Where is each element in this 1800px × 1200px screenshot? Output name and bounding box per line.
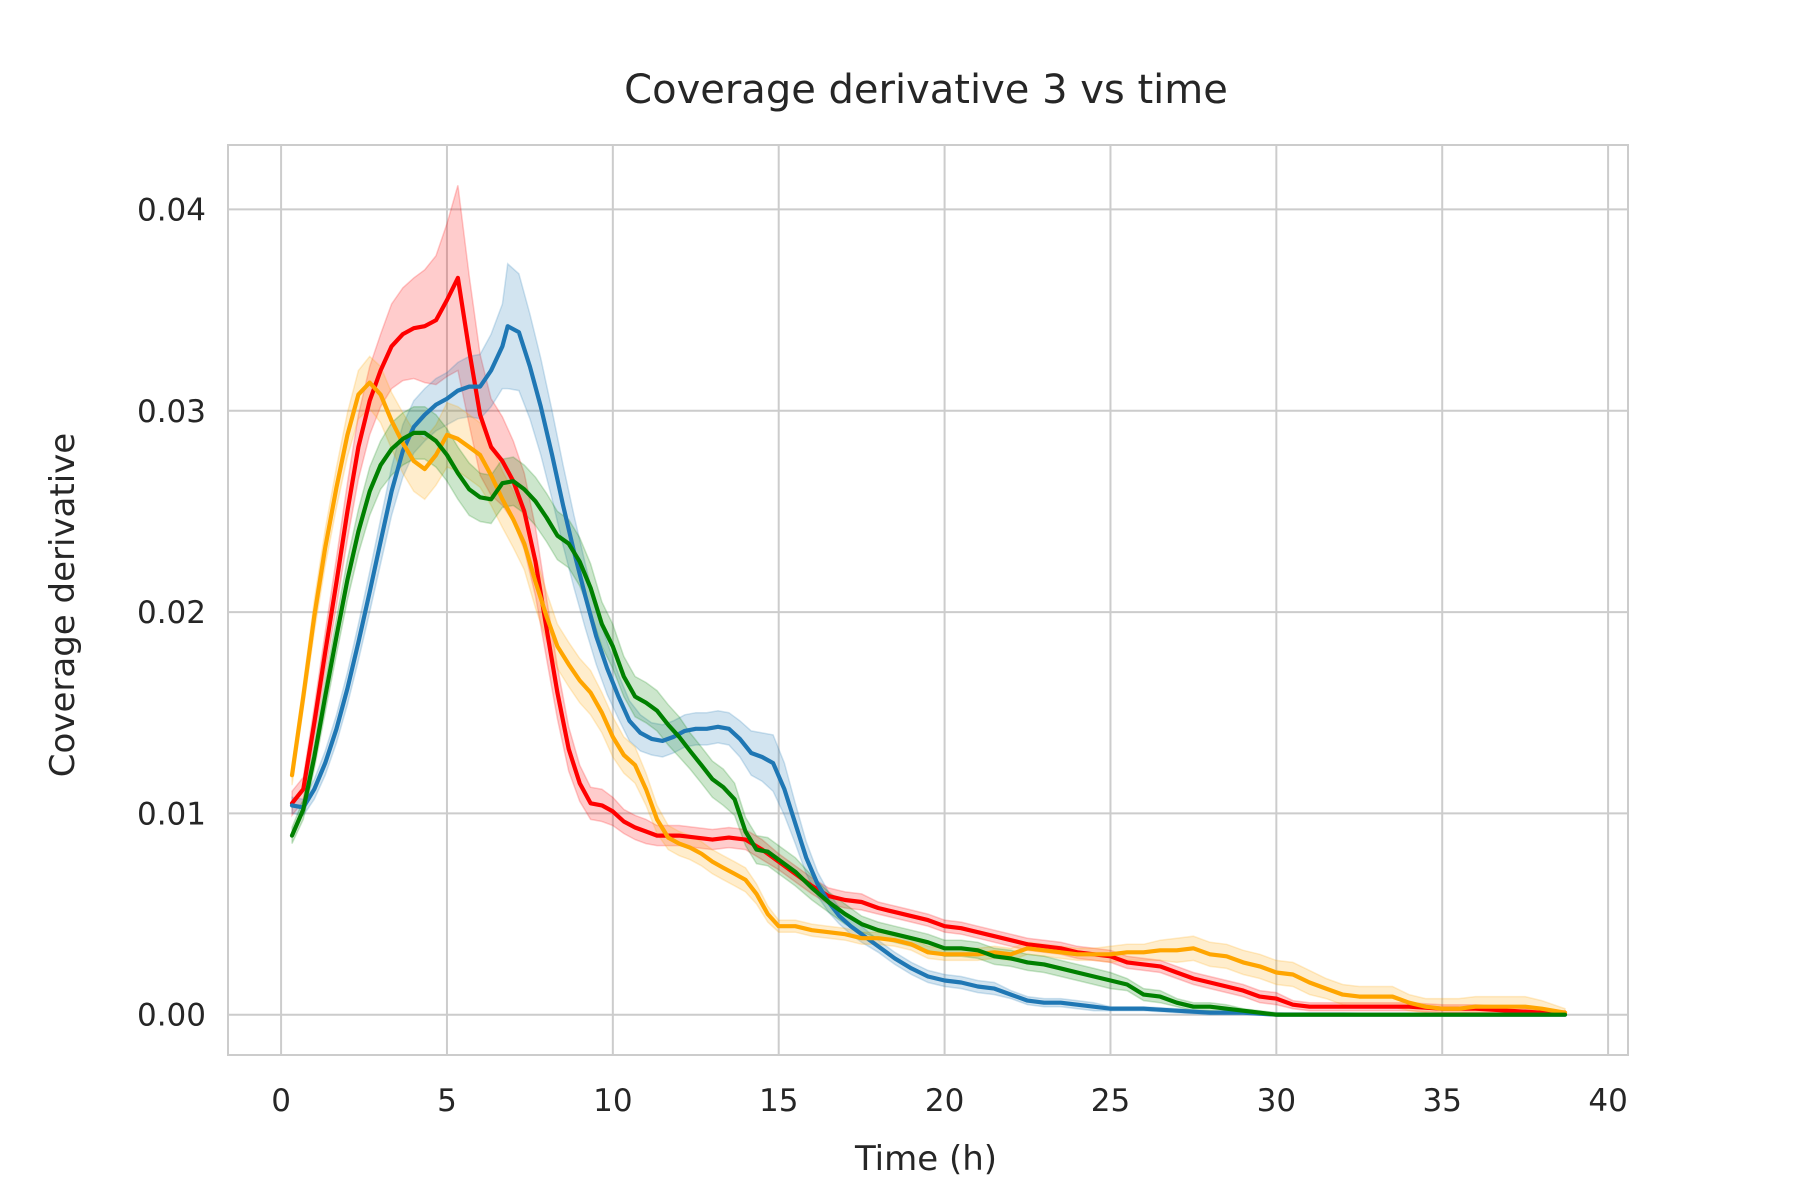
y-tick-label: 0.01 — [137, 796, 206, 832]
series-2-band — [291, 262, 1565, 1016]
y-tick-label: 0.03 — [137, 394, 206, 430]
x-axis-label: Time (h) — [854, 1139, 997, 1179]
y-axis-label: Coverage derivative — [43, 433, 83, 777]
grid — [228, 145, 1628, 1055]
y-axis-ticks: 0.00 0.01 0.02 0.03 0.04 — [137, 192, 206, 1033]
x-axis-ticks: 0 5 10 15 20 25 30 35 40 — [271, 1083, 1628, 1119]
x-tick-label: 10 — [593, 1083, 632, 1119]
x-tick-label: 15 — [759, 1083, 798, 1119]
plot-frame — [227, 144, 1629, 1056]
series-3-line — [289, 380, 1568, 1015]
series-lines — [289, 275, 1568, 1017]
y-tick-label: 0.00 — [137, 998, 206, 1034]
x-tick-label: 35 — [1422, 1083, 1461, 1119]
x-tick-label: 5 — [437, 1083, 457, 1119]
series-4-line — [289, 430, 1568, 1017]
y-tick-label: 0.02 — [137, 595, 206, 631]
series-1-band — [291, 185, 1566, 1016]
x-tick-label: 40 — [1588, 1083, 1627, 1119]
chart-title: Coverage derivative 3 vs time — [624, 67, 1228, 113]
series-2-line — [289, 324, 1568, 1017]
y-tick-label: 0.04 — [137, 192, 206, 228]
x-tick-label: 0 — [271, 1083, 291, 1119]
confidence-bands — [291, 185, 1566, 1016]
x-tick-label: 25 — [1091, 1083, 1130, 1119]
x-tick-label: 30 — [1257, 1083, 1296, 1119]
x-tick-label: 20 — [925, 1083, 964, 1119]
